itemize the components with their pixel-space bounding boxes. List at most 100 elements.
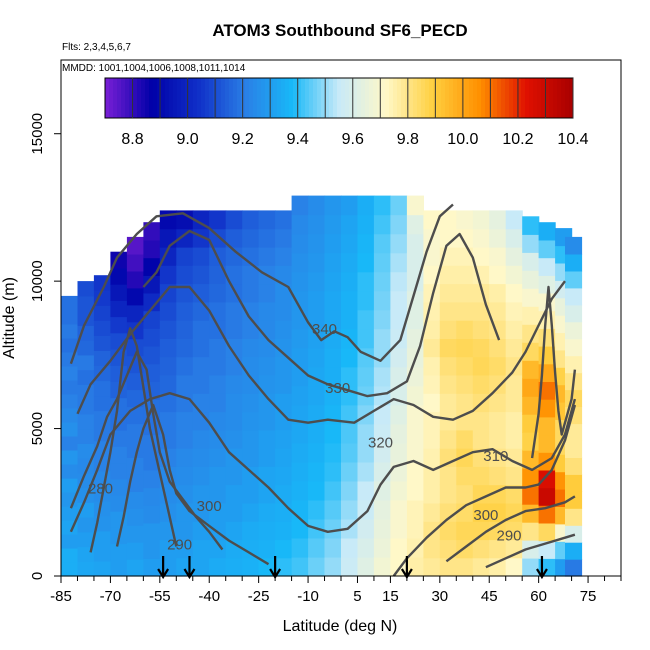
curtain-cell: [258, 411, 276, 431]
curtain-cell: [143, 522, 161, 542]
x-tick-label: 45: [481, 588, 498, 605]
curtain-cell: [357, 328, 375, 349]
colorbar-swatch: [305, 78, 310, 118]
curtain-cell: [406, 309, 424, 330]
curtain-cell: [93, 335, 111, 351]
curtain-cell: [291, 385, 309, 406]
curtain-cell: [423, 466, 441, 486]
curtain-cell: [522, 396, 540, 415]
curtain-cell: [324, 423, 342, 444]
curtain-cell: [324, 442, 342, 463]
x-axis: -85 -70 -55 -40 -25 -10 5 15 30 45 60 75: [50, 576, 622, 605]
curtain-cell: [522, 216, 540, 235]
curtain-cell: [505, 557, 523, 577]
curtain-cell: [110, 462, 128, 480]
contour-label: 300: [473, 507, 498, 524]
curtain-cell: [77, 295, 95, 312]
curtain-cell: [406, 214, 424, 235]
curtain-cell: [456, 356, 474, 376]
curtain-cell: [93, 365, 111, 382]
curtain-cell: [565, 287, 583, 306]
curtain-cell: [61, 449, 79, 465]
curtain-cell: [209, 210, 227, 230]
colorbar-swatch: [441, 78, 446, 118]
curtain-cell: [61, 309, 79, 325]
curtain-cell: [275, 429, 293, 449]
colorbar-swatch: [373, 78, 378, 118]
curtain-cell: [538, 469, 556, 489]
curtain-cell: [373, 328, 391, 349]
curtain-cell: [93, 561, 111, 577]
curtain-cell: [192, 246, 210, 266]
curtain-cell: [192, 539, 210, 559]
curtain-cell: [126, 508, 144, 526]
curtain-cell: [93, 290, 111, 306]
curtain-cell: [341, 195, 359, 216]
curtain-cell: [357, 366, 375, 387]
colorbar-swatch: [189, 78, 194, 118]
curtain-cell: [357, 290, 375, 311]
curtain-cell: [373, 538, 391, 558]
curtain-cell: [357, 480, 375, 501]
curtain-cell: [192, 448, 210, 467]
curtain-cell: [61, 464, 79, 479]
curtain-cell: [505, 393, 523, 413]
curtain-cell: [225, 301, 243, 321]
colorbar-swatch: [417, 78, 422, 118]
colorbar-tick-label: 10.2: [502, 131, 533, 148]
curtain-cell: [225, 521, 243, 541]
curtain-cell: [308, 385, 326, 406]
colorbar-swatch: [281, 78, 286, 118]
curtain-cell: [110, 430, 128, 447]
curtain-cell: [489, 356, 507, 376]
colorbar-swatch: [489, 78, 494, 118]
colorbar-swatch: [385, 78, 390, 118]
curtain-cell: [291, 423, 309, 444]
curtain-cell: [505, 429, 523, 449]
curtain-cell: [110, 478, 128, 496]
curtain-cell: [143, 275, 161, 294]
colorbar-tick-label: 10.4: [557, 131, 588, 148]
curtain-cell: [126, 304, 144, 323]
x-tick-label: 75: [580, 588, 597, 605]
curtain-cell: [390, 309, 408, 330]
curtain-cell: [258, 374, 276, 394]
colorbar-swatch: [257, 78, 262, 118]
curtain-cell: [472, 502, 490, 522]
curtain-cell: [225, 557, 243, 577]
curtain-cell: [390, 233, 408, 254]
curtain-cell: [565, 321, 583, 340]
curtain-cell: [61, 365, 79, 381]
curtain-cell: [159, 265, 177, 285]
curtain-cell: [423, 374, 441, 394]
curtain-cell: [275, 338, 293, 358]
curtain-cell: [159, 411, 177, 431]
curtain-cell: [489, 283, 507, 303]
curtain-cell: [456, 466, 474, 486]
curtain-cell: [456, 210, 474, 230]
contour-lines: [69, 203, 577, 577]
contour-label: 330: [325, 380, 350, 397]
curtain-cell: [291, 328, 309, 349]
curtain-cell: [291, 461, 309, 482]
curtain-cell: [538, 505, 556, 524]
curtain-cell: [472, 411, 490, 431]
curtain-cell: [209, 539, 227, 559]
curtain-cell: [406, 233, 424, 254]
curtain-cell: [390, 423, 408, 444]
curtain-cell: [373, 290, 391, 311]
curtain-cell: [159, 338, 177, 358]
colorbar-swatch: [333, 78, 338, 118]
colorbar-swatch: [165, 78, 170, 118]
curtain-cell: [225, 466, 243, 486]
curtain-cell: [472, 484, 490, 504]
curtain-cell: [143, 434, 161, 453]
curtain-cell: [242, 210, 260, 230]
curtain-cell: [275, 502, 293, 522]
curtain-cell: [176, 374, 194, 394]
curtain-cell: [522, 522, 540, 541]
curtain-cell: [439, 338, 457, 358]
curtain-cell: [472, 246, 490, 266]
curtain-cell: [176, 320, 194, 339]
colorbar-swatch: [529, 78, 534, 118]
